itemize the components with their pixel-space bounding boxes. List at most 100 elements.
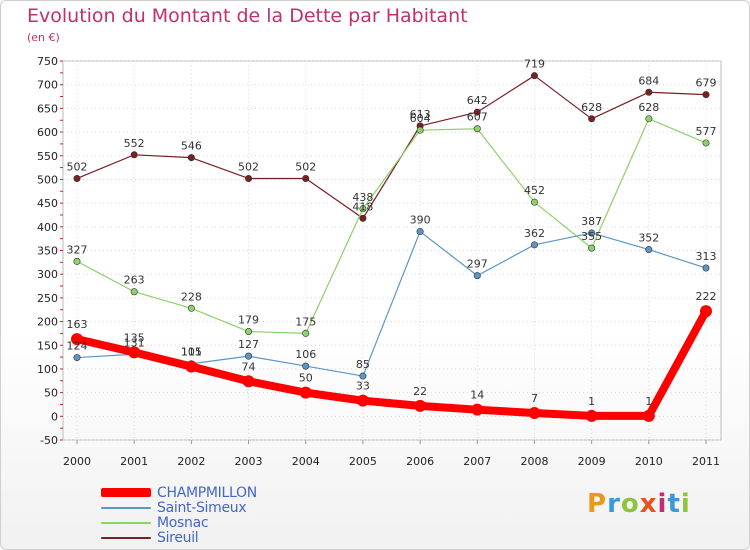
grid-lines bbox=[60, 60, 722, 444]
legend-label: Mosnac bbox=[157, 514, 209, 531]
data-point-sireuil bbox=[588, 115, 596, 123]
data-point-saint-simeux bbox=[473, 272, 481, 280]
data-point-sireuil bbox=[645, 88, 653, 96]
y-tick-label: 400 bbox=[37, 221, 58, 234]
data-point-mosnac bbox=[359, 205, 367, 213]
data-label-mosnac: 607 bbox=[467, 111, 488, 124]
data-point-champmillon bbox=[71, 333, 83, 346]
data-labels-layer: 502 552 546 502 502 418 613 642 719 628 684 679 327 2… bbox=[67, 58, 717, 408]
y-tick-label: 200 bbox=[37, 316, 58, 329]
data-label-champmillon: 14 bbox=[470, 389, 484, 402]
x-tick-label: 2009 bbox=[578, 455, 606, 468]
legend-swatch bbox=[101, 536, 151, 539]
data-point-saint-simeux bbox=[530, 241, 538, 249]
data-point-sireuil bbox=[187, 154, 195, 162]
data-label-champmillon: 33 bbox=[356, 380, 370, 393]
data-label-saint-simeux: 127 bbox=[238, 338, 259, 351]
logo-letter: i bbox=[680, 489, 691, 519]
data-point-champmillon bbox=[528, 406, 541, 419]
data-label-sireuil: 719 bbox=[524, 58, 545, 71]
data-label-mosnac: 263 bbox=[124, 274, 145, 287]
x-tick-label: 2005 bbox=[349, 455, 377, 468]
data-point-saint-simeux bbox=[359, 372, 367, 380]
data-label-mosnac: 175 bbox=[295, 315, 316, 328]
data-label-champmillon: 74 bbox=[242, 360, 256, 373]
data-label-saint-simeux: 85 bbox=[356, 358, 370, 371]
series-line-saint-simeux bbox=[76, 230, 707, 377]
legend-label: Sireuil bbox=[157, 529, 199, 546]
x-tick-label: 2000 bbox=[63, 455, 91, 468]
x-tick-label: 2006 bbox=[406, 455, 434, 468]
legend-label: CHAMPMILLON bbox=[157, 484, 257, 501]
data-label-champmillon: 1 bbox=[588, 395, 595, 408]
x-tick-label: 2002 bbox=[177, 455, 205, 468]
data-point-saint-simeux bbox=[416, 228, 424, 236]
data-label-champmillon: 105 bbox=[181, 346, 202, 359]
data-label-mosnac: 179 bbox=[238, 314, 259, 327]
series-line-mosnac bbox=[76, 118, 707, 335]
legend-item-saint-simeux: Saint-Simeux bbox=[101, 500, 257, 516]
data-label-mosnac: 577 bbox=[696, 125, 717, 138]
y-tick-label: 100 bbox=[37, 363, 58, 376]
data-point-saint-simeux bbox=[245, 352, 253, 360]
y-axis-ticks: -50 0 50 100 150 200 250 300 350 400 450 500 550 600 6… bbox=[37, 55, 58, 447]
data-point-saint-simeux bbox=[73, 354, 81, 362]
data-point-sireuil bbox=[530, 72, 538, 80]
data-label-sireuil: 628 bbox=[581, 101, 602, 114]
x-tick-label: 2004 bbox=[292, 455, 320, 468]
y-tick-label: 0 bbox=[51, 410, 58, 423]
data-label-sireuil: 613 bbox=[410, 108, 431, 121]
x-tick-label: 2008 bbox=[520, 455, 548, 468]
data-point-mosnac bbox=[416, 126, 424, 134]
data-point-champmillon bbox=[471, 403, 484, 416]
data-point-saint-simeux bbox=[702, 264, 710, 272]
series-line-champmillon bbox=[73, 307, 710, 420]
data-label-sireuil: 546 bbox=[181, 140, 202, 153]
data-point-sireuil bbox=[473, 108, 481, 116]
data-point-mosnac bbox=[73, 257, 81, 265]
data-point-sireuil bbox=[245, 174, 253, 182]
data-label-sireuil: 502 bbox=[238, 160, 259, 173]
data-point-champmillon bbox=[185, 360, 198, 373]
data-label-champmillon: 1 bbox=[645, 395, 652, 408]
data-point-champmillon bbox=[242, 375, 255, 388]
data-point-mosnac bbox=[473, 125, 481, 133]
data-label-sireuil: 502 bbox=[295, 160, 316, 173]
y-tick-label: -50 bbox=[40, 434, 58, 447]
data-point-sireuil bbox=[359, 214, 367, 222]
data-label-saint-simeux: 131 bbox=[124, 336, 145, 349]
data-point-champmillon bbox=[299, 386, 312, 399]
data-point-champmillon bbox=[356, 394, 369, 407]
data-point-mosnac bbox=[530, 198, 538, 206]
data-label-saint-simeux: 124 bbox=[67, 340, 88, 353]
data-point-saint-simeux bbox=[588, 229, 596, 237]
data-point-champmillon bbox=[642, 409, 655, 422]
data-label-saint-simeux: 111 bbox=[181, 346, 202, 359]
data-label-sireuil: 684 bbox=[638, 74, 659, 87]
y-tick-label: 550 bbox=[37, 150, 58, 163]
data-point-champmillon bbox=[128, 346, 141, 359]
data-label-sireuil: 679 bbox=[696, 77, 717, 90]
x-tick-label: 2003 bbox=[235, 455, 263, 468]
y-tick-label: 500 bbox=[37, 173, 58, 186]
data-label-saint-simeux: 387 bbox=[581, 215, 602, 228]
y-tick-label: 600 bbox=[37, 126, 58, 139]
y-tick-label: 450 bbox=[37, 197, 58, 210]
logo-letter: i bbox=[657, 489, 668, 519]
data-label-mosnac: 438 bbox=[352, 191, 373, 204]
y-tick-label: 50 bbox=[44, 387, 58, 400]
logo-letter: P bbox=[587, 489, 608, 519]
data-point-mosnac bbox=[702, 139, 710, 147]
data-point-mosnac bbox=[245, 328, 253, 336]
series-line-sireuil bbox=[76, 75, 707, 219]
legend-swatch bbox=[101, 506, 151, 509]
data-label-champmillon: 50 bbox=[299, 372, 313, 385]
data-label-saint-simeux: 313 bbox=[696, 250, 717, 263]
data-label-mosnac: 452 bbox=[524, 184, 545, 197]
legend-swatch bbox=[101, 488, 151, 497]
y-tick-label: 150 bbox=[37, 339, 58, 352]
y-tick-label: 250 bbox=[37, 292, 58, 305]
data-label-sireuil: 642 bbox=[467, 94, 488, 107]
logo-letter: r bbox=[607, 489, 621, 519]
